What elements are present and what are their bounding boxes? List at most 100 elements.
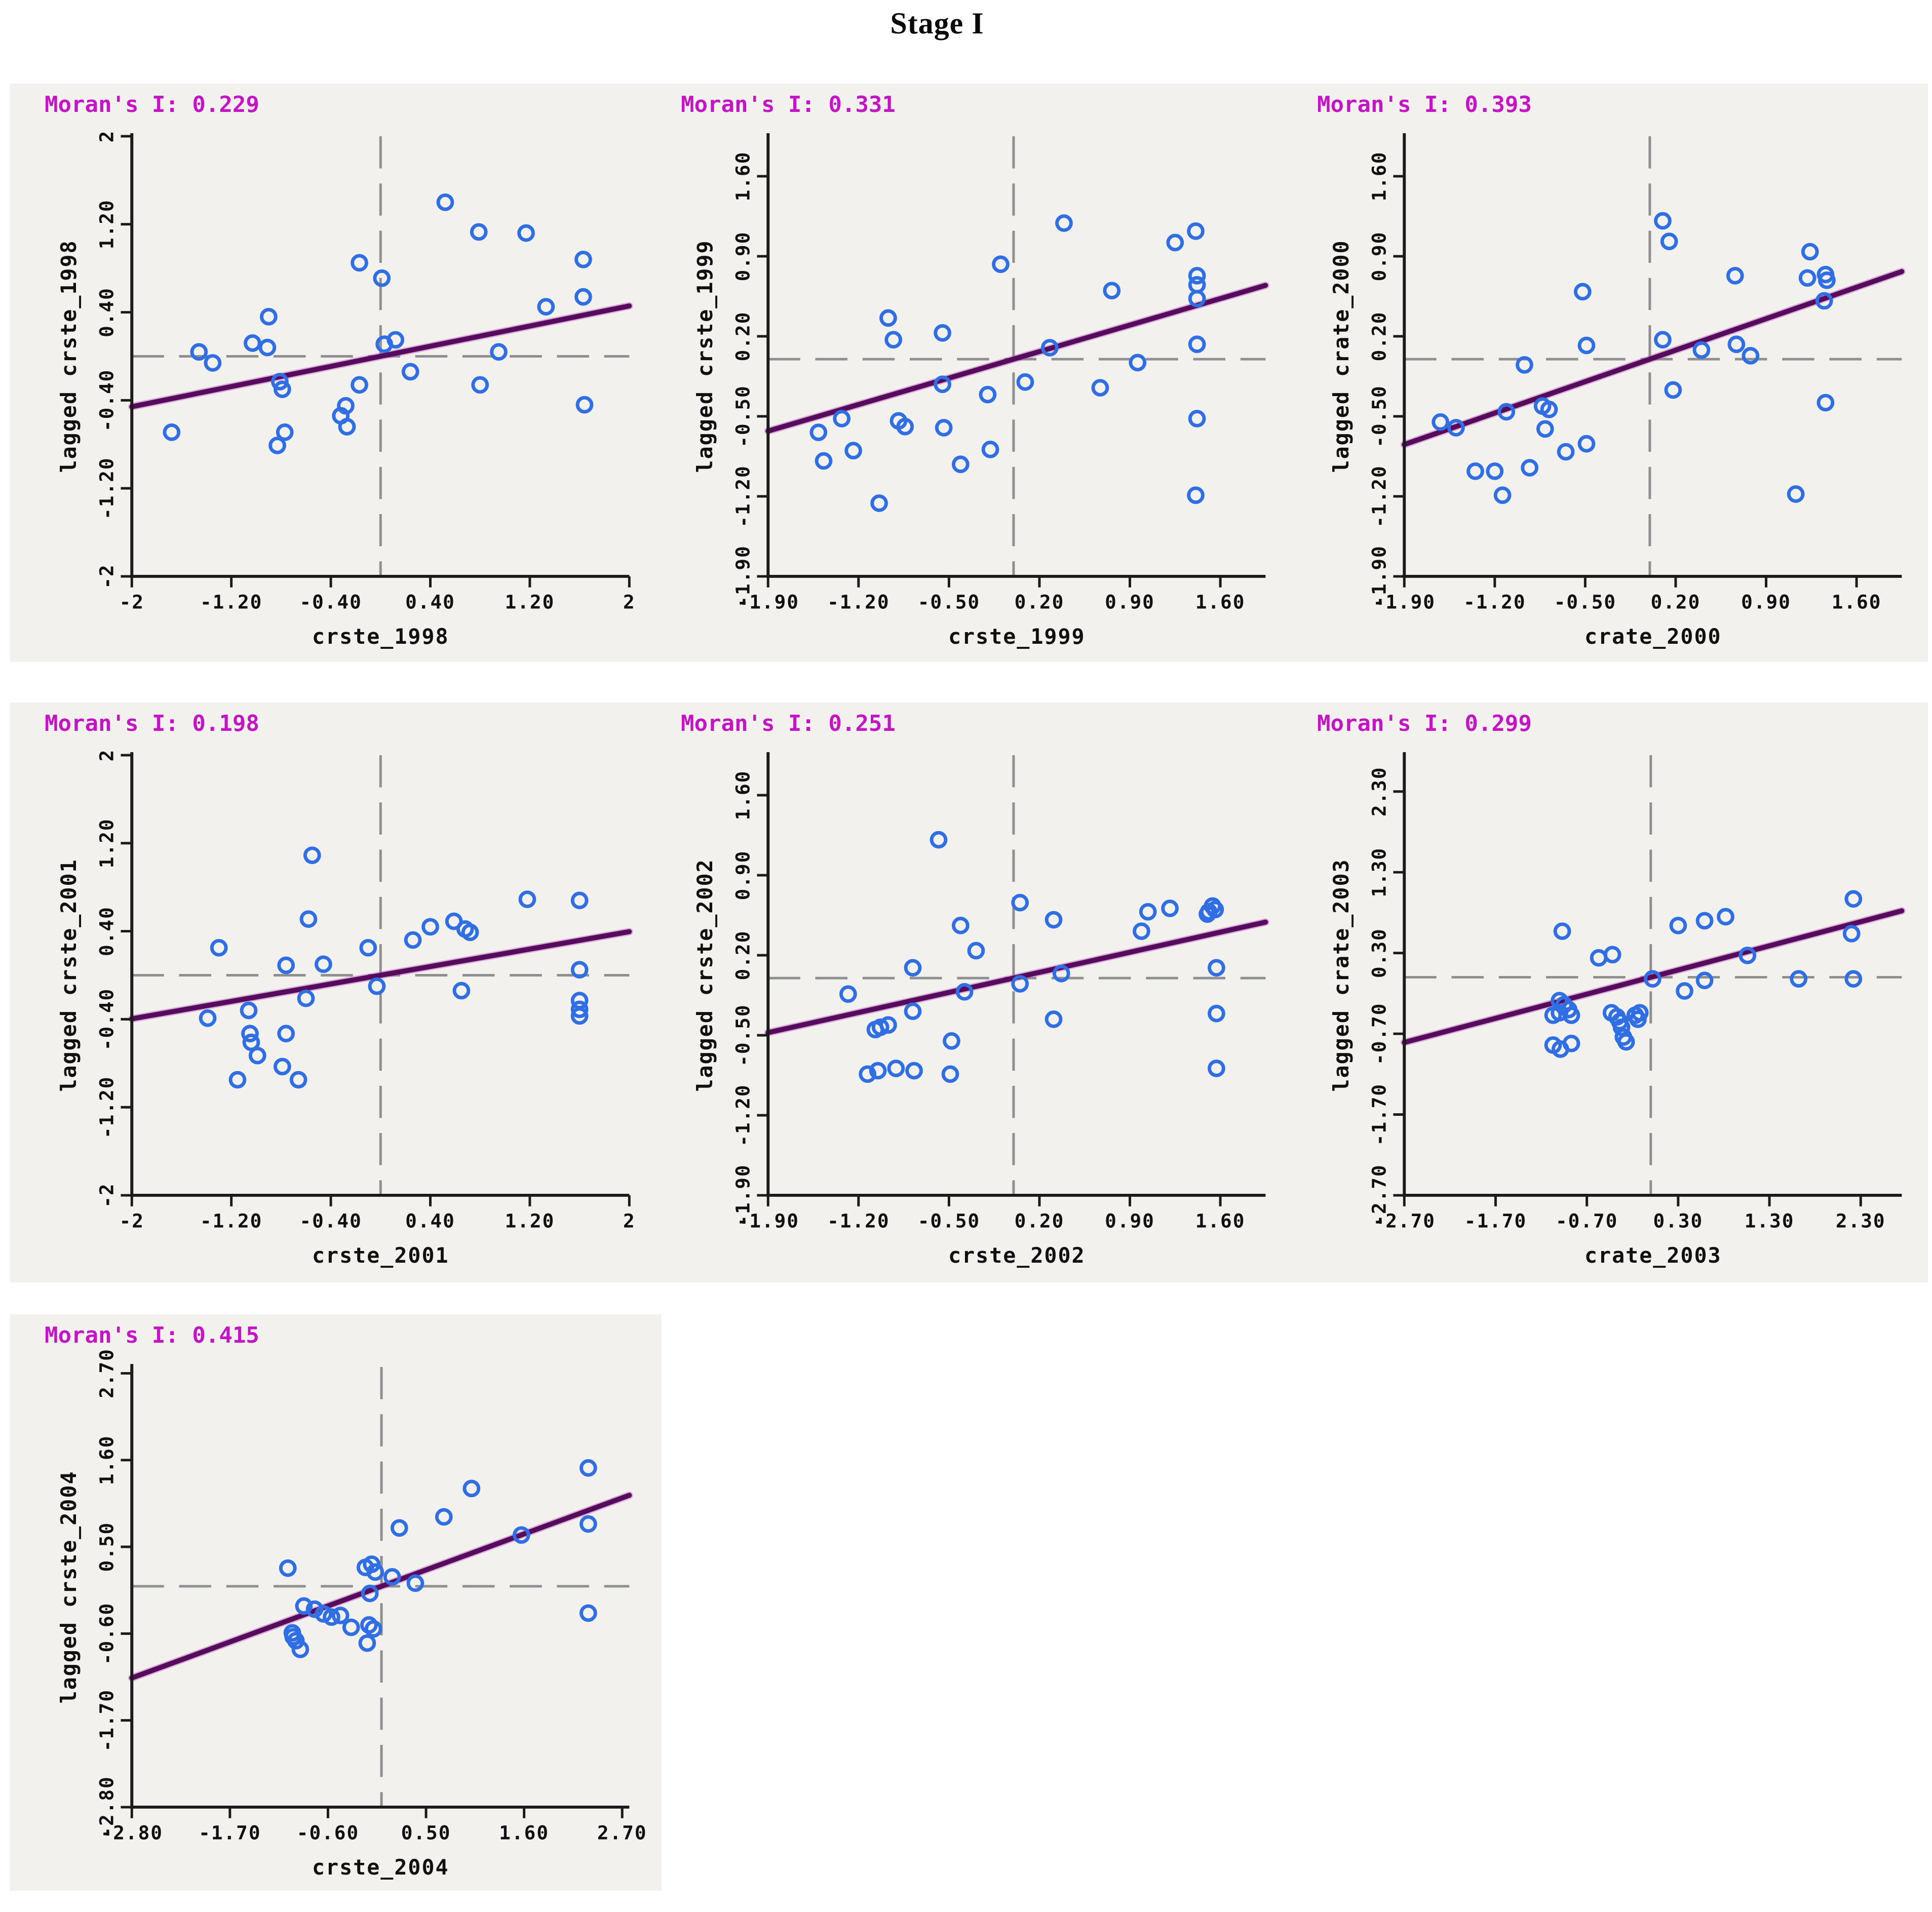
- axes: -2 -1.20 -0.40 0.40 1.20 2 -2 -1.20 -0.40 0.40 1.2…: [96, 130, 635, 613]
- x-tick-label: -1.20: [200, 1209, 262, 1232]
- moran-plot-crste-2002: Moran's I: 0.251 -1.90 -1.20 -0.50 0.20 0.90…: [659, 703, 1287, 1272]
- moran-plot-crate-2003: Moran's I: 0.299 -2.70 -1.70 -0.70 0.30 1.30…: [1295, 703, 1923, 1272]
- data-point: [871, 1018, 890, 1036]
- y-tick-label: 0.50: [96, 1522, 118, 1572]
- regression-line: [764, 281, 1269, 435]
- data-points: [1544, 890, 1863, 1058]
- y-tick-label: 0.40: [96, 906, 118, 956]
- x-tick-label: -0.40: [299, 591, 362, 613]
- scatter-plot-svg-crste-2004: -2.80 -1.70 -0.60 0.50 1.60 2.70 -2.80 -1.70 -0.…: [56, 1349, 646, 1880]
- x-tick-label: -0.50: [918, 591, 980, 613]
- data-point: [462, 1479, 481, 1498]
- data-point: [579, 1604, 597, 1622]
- x-tick-label: 0.20: [1651, 591, 1701, 613]
- data-point: [1208, 1060, 1225, 1077]
- data-point: [1187, 486, 1205, 504]
- data-point: [1557, 443, 1575, 461]
- y-tick-label: 0.90: [1368, 231, 1390, 282]
- data-point: [887, 1060, 905, 1077]
- data-point: [279, 1559, 297, 1577]
- data-point: [461, 923, 479, 942]
- data-point: [1695, 912, 1714, 930]
- moran-i-label: Moran's I: 0.415: [45, 1322, 259, 1348]
- data-point: [1187, 222, 1205, 240]
- data-point: [364, 1620, 382, 1638]
- data-point: [1603, 946, 1621, 964]
- data-point: [210, 939, 228, 957]
- data-point: [297, 989, 315, 1007]
- data-point: [260, 307, 278, 326]
- data-point: [518, 890, 536, 908]
- scatter-plot-svg-crste-1999: -1.90 -1.20 -0.50 0.20 0.90 1.60 -1.90 -1.20 -0.…: [692, 133, 1269, 649]
- x-tick-label: 1.30: [1745, 1209, 1795, 1232]
- data-point: [401, 363, 419, 381]
- x-tick-label: 0.90: [1105, 1209, 1155, 1232]
- data-point: [435, 1508, 453, 1526]
- y-tick-label: -1.70: [1368, 1083, 1390, 1146]
- data-point: [452, 982, 471, 1000]
- data-point: [1573, 283, 1592, 301]
- data-point: [276, 423, 294, 441]
- x-tick-label: -1.20: [1463, 591, 1526, 613]
- data-point: [1577, 435, 1596, 453]
- data-point: [967, 942, 985, 960]
- data-point: [1844, 890, 1863, 908]
- data-point: [1133, 922, 1150, 940]
- data-point: [268, 437, 286, 454]
- data-points: [809, 214, 1206, 512]
- data-point: [1011, 893, 1029, 912]
- data-point: [1052, 964, 1070, 983]
- x-tick-label: -1.70: [1464, 1209, 1527, 1232]
- data-point: [1818, 271, 1836, 289]
- y-tick-label: -0.50: [732, 385, 754, 447]
- x-tick-label: -1.70: [199, 1821, 261, 1844]
- scatter-plot-svg-crate-2000: -1.90 -1.20 -0.50 0.20 0.90 1.60 -1.90 -1.20 -0.…: [1329, 133, 1906, 649]
- axes: -1.90 -1.20 -0.50 0.20 0.90 1.60 -1.90 -1.20 -0.…: [1368, 133, 1902, 613]
- data-point: [406, 1574, 424, 1592]
- data-point: [951, 455, 970, 474]
- y-tick-label: -1.90: [1368, 545, 1390, 607]
- data-point: [1738, 947, 1757, 964]
- data-point: [570, 1000, 589, 1019]
- x-tick-label: 0.50: [401, 1821, 451, 1844]
- data-point: [905, 1062, 923, 1080]
- x-tick-label: -0.50: [918, 1209, 980, 1232]
- y-tick-label: 1.60: [96, 1435, 118, 1485]
- data-point: [1200, 903, 1218, 921]
- y-tick-label: 0.40: [96, 287, 118, 337]
- scatter-plot-svg-crste-1998: -2 -1.20 -0.40 0.40 1.20 2 -2 -1.20 -0.40 0.40 1.2…: [56, 130, 635, 649]
- y-axis-title: lagged crste_1998: [56, 240, 81, 473]
- data-point: [1091, 379, 1109, 397]
- data-point: [204, 354, 222, 372]
- data-point: [289, 1071, 307, 1089]
- data-point: [1161, 900, 1179, 917]
- data-points: [1432, 212, 1836, 504]
- x-axis-title: crste_1998: [312, 624, 449, 649]
- x-tick-label: 1.60: [1195, 1209, 1246, 1232]
- y-tick-label: -0.40: [96, 369, 118, 432]
- data-point: [1815, 292, 1833, 310]
- moran-i-label: Moran's I: 0.251: [681, 711, 896, 736]
- data-point: [1188, 290, 1206, 307]
- data-point: [1188, 410, 1206, 427]
- x-axis-title: crste_2002: [948, 1243, 1086, 1268]
- y-tick-label: 1.60: [732, 151, 754, 202]
- data-point: [1521, 459, 1539, 477]
- y-tick-label: -1.70: [96, 1689, 118, 1751]
- regression-line: [128, 1491, 633, 1682]
- y-axis-title: lagged crate_2000: [1329, 240, 1354, 473]
- y-axis-title: lagged crste_2002: [692, 859, 717, 1091]
- moran-plot-crste-1999: Moran's I: 0.331 -1.90 -1.20 -0.50 0.20 0.90…: [659, 84, 1287, 653]
- y-tick-label: 2: [96, 749, 118, 762]
- data-point: [421, 918, 439, 936]
- x-tick-label: -2: [120, 591, 144, 613]
- y-tick-label: -1.90: [732, 1164, 754, 1226]
- data-point: [574, 288, 592, 306]
- data-point: [981, 441, 999, 458]
- x-tick-label: 0.90: [1105, 591, 1155, 613]
- data-point: [271, 373, 289, 391]
- data-point: [1654, 331, 1672, 349]
- data-point: [992, 255, 1010, 274]
- y-tick-label: -0.50: [1368, 385, 1390, 447]
